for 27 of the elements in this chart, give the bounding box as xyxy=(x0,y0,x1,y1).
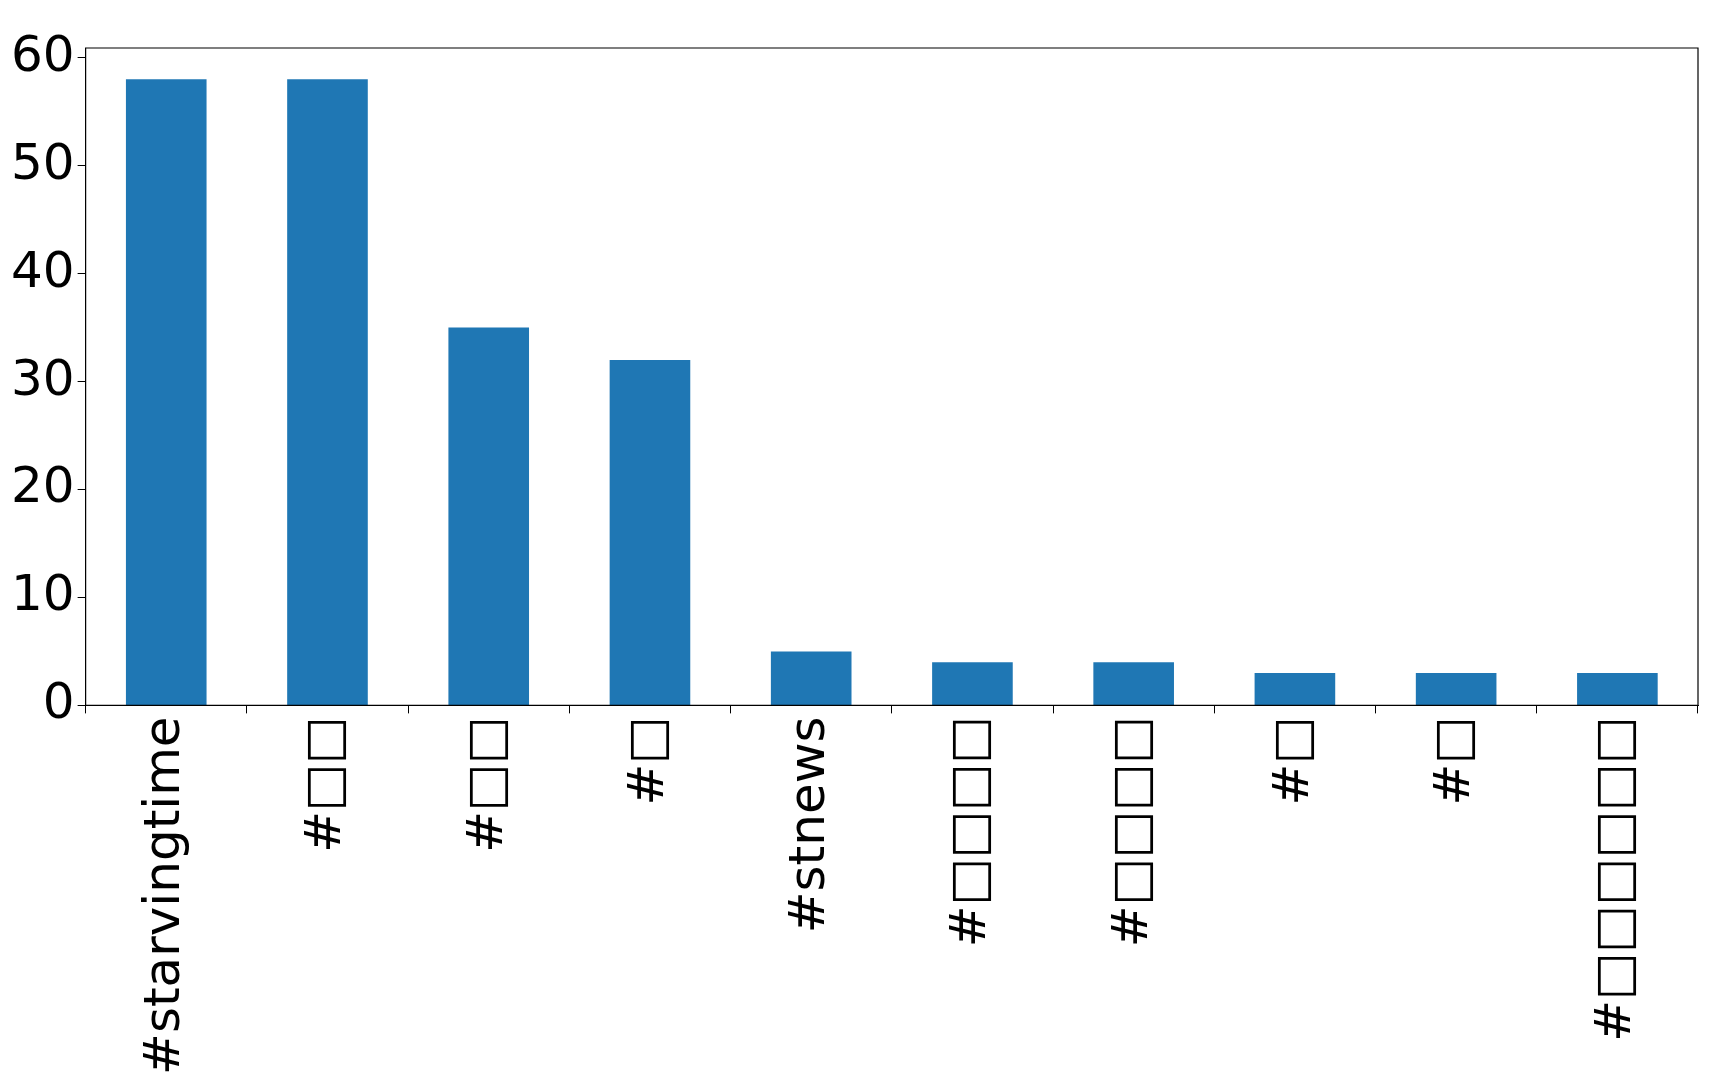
bar xyxy=(932,662,1013,705)
bar xyxy=(770,651,852,705)
y-tick-label: 20 xyxy=(11,456,75,515)
y-tick-label: 50 xyxy=(11,132,75,191)
bar xyxy=(609,359,691,705)
x-tick-label: #□ xyxy=(1423,716,1482,806)
x-tick-label: #□ xyxy=(1261,716,1320,806)
bar xyxy=(1415,673,1497,705)
x-tick-label: #□ xyxy=(616,716,675,806)
y-tick-label: 0 xyxy=(42,672,75,731)
bar xyxy=(1577,673,1658,705)
y-tick-label: 60 xyxy=(11,24,75,83)
bar xyxy=(1093,662,1174,705)
x-tick-label: #□□ xyxy=(455,716,514,853)
x-tick-label: #□□□□ xyxy=(939,716,998,948)
y-tick-label: 10 xyxy=(11,564,75,623)
bar xyxy=(287,79,368,705)
bar xyxy=(448,327,530,705)
bar xyxy=(1254,673,1336,705)
y-tick-label: 40 xyxy=(11,240,75,299)
x-tick-label: #starvingtime xyxy=(133,716,192,1076)
bar xyxy=(125,79,207,705)
y-tick-label: 30 xyxy=(11,348,75,407)
x-tick-label: #stnews xyxy=(778,716,837,934)
x-tick-label: #□□□□□□ xyxy=(1584,716,1643,1042)
x-tick-label: #□□□□ xyxy=(1100,716,1159,948)
x-tick-label: #□□ xyxy=(294,716,353,853)
